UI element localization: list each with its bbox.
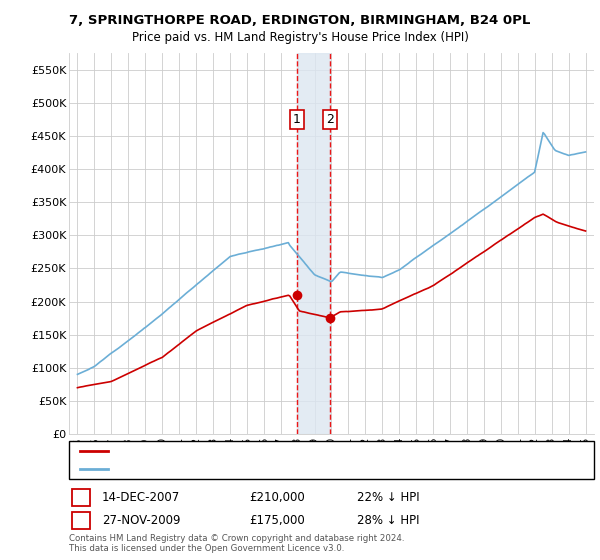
Text: Price paid vs. HM Land Registry's House Price Index (HPI): Price paid vs. HM Land Registry's House … [131, 31, 469, 44]
Text: 27-NOV-2009: 27-NOV-2009 [102, 514, 181, 528]
Text: 14-DEC-2007: 14-DEC-2007 [102, 491, 180, 504]
Text: 7, SPRINGTHORPE ROAD, ERDINGTON, BIRMINGHAM, B24 0PL: 7, SPRINGTHORPE ROAD, ERDINGTON, BIRMING… [70, 14, 530, 27]
Text: HPI: Average price, detached house, Birmingham: HPI: Average price, detached house, Birm… [114, 464, 359, 474]
Text: 22% ↓ HPI: 22% ↓ HPI [357, 491, 419, 504]
Text: 2: 2 [326, 113, 334, 126]
Text: £175,000: £175,000 [249, 514, 305, 528]
Text: 1: 1 [293, 113, 301, 126]
Text: 1: 1 [77, 491, 85, 504]
Text: 28% ↓ HPI: 28% ↓ HPI [357, 514, 419, 528]
Text: 7, SPRINGTHORPE ROAD, ERDINGTON, BIRMINGHAM, B24 0PL (detached house): 7, SPRINGTHORPE ROAD, ERDINGTON, BIRMING… [114, 446, 512, 456]
Text: £210,000: £210,000 [249, 491, 305, 504]
Bar [297, 53, 330, 434]
Text: 2: 2 [77, 514, 85, 528]
Text: Contains HM Land Registry data © Crown copyright and database right 2024.
This d: Contains HM Land Registry data © Crown c… [69, 534, 404, 553]
